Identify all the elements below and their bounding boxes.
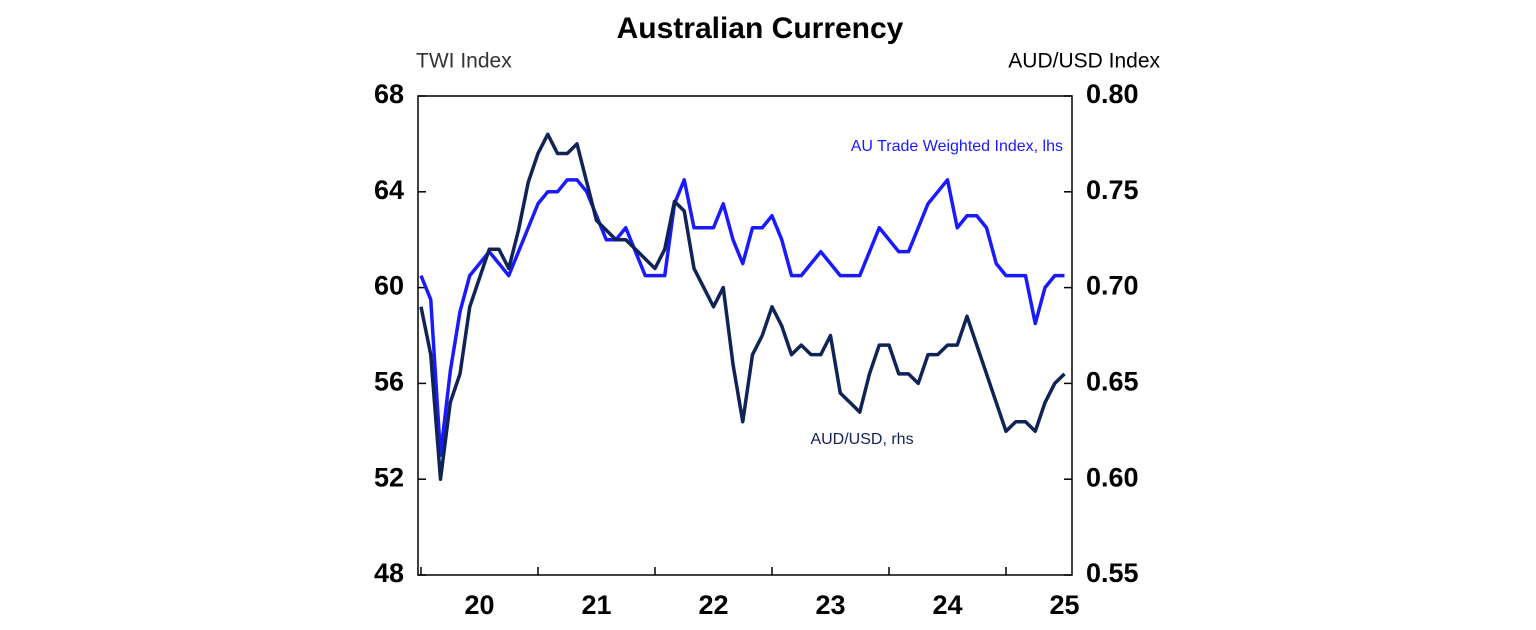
y2-axis-label: AUD/USD Index [1008, 50, 1160, 73]
series-line [419, 132, 1066, 481]
series-label: AUD/USD, rhs [810, 431, 913, 448]
x-tick-label: 23 [815, 590, 845, 620]
x-tick-label: 21 [581, 590, 611, 620]
chart-title: Australian Currency [617, 12, 904, 45]
y-tick-label: 64 [374, 175, 404, 205]
y2-tick-label: 0.65 [1086, 367, 1139, 397]
y-tick-label: 68 [374, 79, 404, 109]
y2-tick-label: 0.55 [1086, 558, 1139, 588]
series-label: AU Trade Weighted Index, lhs [851, 138, 1063, 155]
y-tick-label: 52 [374, 462, 404, 492]
x-tick-label: 24 [932, 590, 962, 620]
x-tick-label: 25 [1049, 590, 1079, 620]
y-tick-label: 48 [374, 558, 404, 588]
x-tick-label: 22 [698, 590, 728, 620]
y2-tick-label: 0.60 [1086, 462, 1139, 492]
y-axis-label: TWI Index [416, 50, 512, 73]
y-tick-label: 56 [374, 367, 404, 397]
y2-tick-label: 0.75 [1086, 175, 1139, 205]
y2-tick-label: 0.80 [1086, 79, 1139, 109]
y2-tick-label: 0.70 [1086, 271, 1139, 301]
series-line [419, 178, 1065, 457]
plot-frame [417, 95, 1073, 576]
y-tick-label: 60 [374, 271, 404, 301]
x-tick-label: 20 [464, 590, 494, 620]
